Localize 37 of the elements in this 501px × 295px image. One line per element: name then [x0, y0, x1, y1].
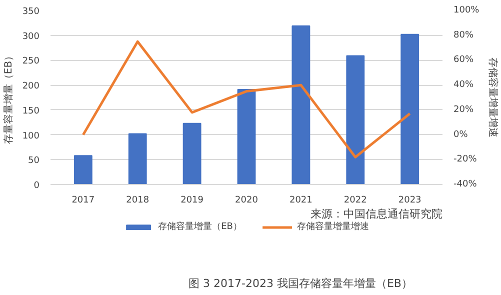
y-tick-label: 150 — [22, 106, 40, 116]
bar — [292, 25, 310, 184]
y-tick-label: 300 — [22, 32, 40, 42]
y2-tick-label: 20% — [454, 104, 474, 115]
y-tick-label: 350 — [22, 7, 40, 17]
y2-axis-title: 存储容量增量增速 — [487, 58, 500, 138]
source-note: 来源：中国信息通信研究院 — [310, 208, 442, 220]
bar — [182, 122, 202, 184]
y-tick-label: 50 — [28, 156, 40, 166]
x-tick-label: 2023 — [398, 196, 422, 206]
legend-label: 存储容量增量增速 — [296, 220, 369, 233]
x-tick-label: 2021 — [289, 196, 312, 206]
y2-tick-label: 100% — [454, 6, 480, 16]
text: 图 3 2017-2023 我国存储容量年增量（EB） — [188, 277, 412, 290]
x-tick-label: 2020 — [235, 196, 258, 206]
bar — [74, 155, 92, 184]
y-tick-label: 200 — [22, 82, 40, 92]
y-tick-label: 250 — [22, 56, 40, 67]
y2-tick-label: 80% — [454, 30, 474, 40]
y2-tick-label: 60% — [454, 55, 474, 66]
line-series — [82, 40, 412, 158]
bar — [128, 133, 147, 184]
bar — [400, 34, 420, 184]
bar — [346, 55, 365, 184]
y2-tick-label: -20% — [454, 154, 478, 165]
y2-tick-label: 0% — [454, 130, 468, 140]
legend-label: 存储容量增量（EB） — [158, 220, 242, 233]
y-axis-title: 存量容量增量（EB） — [2, 50, 14, 144]
y2-tick-label: -40% — [454, 180, 478, 190]
x-tick-label: 2022 — [344, 196, 367, 206]
y-tick-label: 100 — [22, 131, 40, 142]
y-tick-label: 0 — [34, 181, 40, 191]
x-tick-label: 2019 — [180, 196, 204, 206]
x-tick-label: 2017 — [72, 196, 95, 206]
bar — [237, 89, 256, 184]
y2-tick-label: 40% — [454, 80, 474, 90]
x-tick-label: 2018 — [126, 196, 150, 206]
